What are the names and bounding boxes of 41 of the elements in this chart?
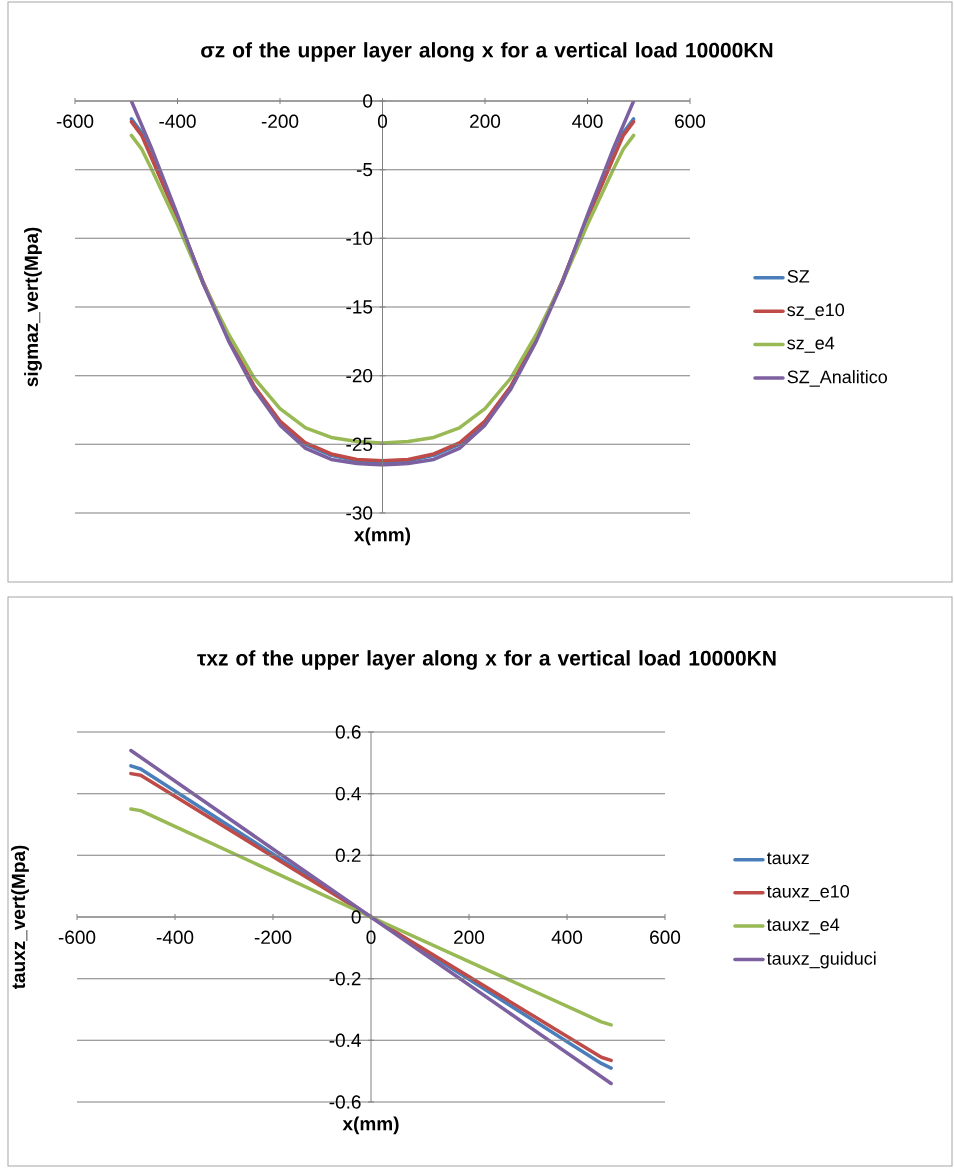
y-tick-label: 0: [351, 910, 361, 924]
x-tick-label: 600: [650, 930, 681, 944]
legend-label: sz_e4: [787, 336, 835, 353]
y-tick-label: -0.6: [329, 1095, 361, 1109]
x-tick-label: -600: [56, 114, 94, 128]
y-tick-label: 0.4: [335, 786, 361, 801]
y-axis-title: tauxz_vert(Mpa): [11, 845, 29, 990]
x-tick-label: -200: [261, 114, 299, 128]
y-axis-title: sigmaz_vert(Mpa): [24, 227, 42, 387]
x-tick-label: 200: [454, 930, 485, 944]
y-tick-label: -30: [346, 506, 373, 520]
chart-title: σz of the upper layer along x for a vertical load 10000KN: [201, 42, 773, 62]
legend-label: sz_e10: [787, 303, 845, 320]
legend-label: SZ_Analitico: [787, 370, 887, 387]
line-series: [129, 807, 613, 1027]
legend-label: tauxz: [766, 852, 809, 865]
x-tick-label: -200: [254, 930, 292, 944]
x-tick-label: 400: [572, 114, 603, 128]
x-tick-label: 600: [675, 114, 706, 128]
legend-label: SZ: [787, 270, 810, 283]
y-tick-label: 0.2: [335, 848, 361, 863]
x-tick-label: 0: [377, 114, 388, 128]
y-tick-label: 0: [363, 94, 373, 108]
x-axis-title: x(mm): [354, 527, 411, 546]
y-tick-label: -5: [356, 163, 373, 177]
x-tick-label: -400: [159, 114, 196, 128]
y-tick-label: -15: [346, 300, 373, 314]
x-tick-label: 200: [470, 114, 501, 128]
y-tick-label: -10: [346, 231, 373, 246]
chart-title: τxz of the upper layer along x for a vertical load 10000KN: [197, 650, 776, 670]
x-axis-title: x(mm): [342, 1116, 399, 1135]
legend-label: tauxz_e4: [766, 918, 840, 935]
y-tick-label: -20: [346, 368, 373, 383]
x-tick-label: 400: [551, 930, 583, 944]
y-tick-label: 0.6: [335, 725, 361, 739]
legend-label: tauxz_e10: [766, 884, 850, 902]
x-tick-label: -600: [58, 930, 96, 944]
y-tick-label: -0.2: [329, 971, 361, 986]
legend-label: tauxz_guiduci: [766, 951, 876, 969]
y-tick-label: -0.4: [329, 1033, 361, 1048]
x-tick-label: -400: [156, 930, 194, 944]
